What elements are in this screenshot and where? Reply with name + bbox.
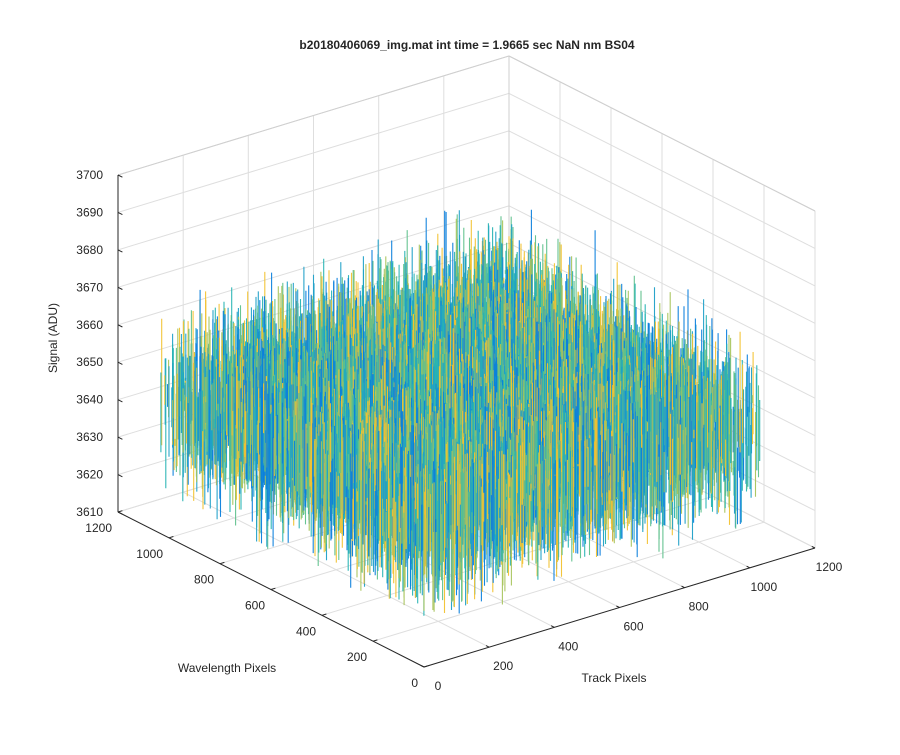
z-tick-label: 3630	[76, 430, 103, 444]
x-tick-label: 400	[558, 639, 578, 653]
y-tick-label: 400	[296, 624, 316, 638]
y-tick-label: 800	[194, 573, 214, 587]
z-tick	[117, 436, 123, 440]
y-tick	[117, 510, 123, 513]
z-tick-label: 3610	[76, 505, 103, 519]
z-tick	[117, 399, 123, 403]
z-tick	[117, 324, 123, 328]
box-edge	[117, 55, 510, 176]
z-tick-label: 3680	[76, 243, 103, 257]
grid-line	[372, 521, 765, 642]
surface-strokes	[422, 505, 433, 575]
z-tick	[117, 211, 123, 216]
surface-strokes	[445, 501, 449, 558]
y-axis-label: Wavelength Pixels	[178, 661, 276, 675]
grid-line	[117, 167, 510, 288]
surface-data	[160, 209, 761, 616]
x-tick	[681, 585, 685, 589]
surface-strokes	[404, 432, 453, 603]
grid-line	[508, 167, 816, 324]
surface-strokes	[412, 474, 438, 596]
x-tick	[746, 565, 751, 569]
tick-labels: 0 200 400 600 800 1000 1200 0 200 400 600 800 1000 12…	[76, 168, 842, 693]
box-edge	[508, 55, 816, 212]
x-tick-label: 800	[689, 600, 709, 614]
surface-strokes	[415, 504, 423, 582]
grid-line	[117, 130, 510, 251]
y-tick	[168, 536, 174, 539]
z-tick-label: 3690	[76, 205, 103, 219]
y-tick	[372, 639, 378, 642]
x-tick-label: 200	[493, 659, 513, 673]
chart-title: b20180406069_img.mat int time = 1.9665 s…	[299, 38, 635, 52]
y-tick	[219, 561, 225, 565]
x-tick	[485, 645, 490, 648]
z-tick	[117, 511, 123, 515]
x-tick-label: 600	[623, 620, 643, 634]
y-tick	[321, 613, 327, 616]
z-tick-label: 3670	[76, 280, 103, 294]
z-tick-label: 3620	[76, 468, 103, 482]
y-tick-label: 600	[245, 599, 265, 613]
x-tick	[811, 545, 816, 549]
y-tick-label: 0	[411, 676, 418, 690]
z-tick	[117, 174, 123, 178]
grid-line	[508, 130, 816, 287]
x-tick-label: 1000	[750, 580, 777, 594]
surface-strokes	[386, 457, 475, 599]
z-tick-label: 3700	[76, 168, 103, 182]
grid-line	[117, 205, 510, 326]
grid-line	[117, 92, 510, 213]
z-tick-label: 3650	[76, 355, 103, 369]
x-tick-label: 1200	[816, 560, 843, 574]
x-tick-label: 0	[435, 679, 442, 693]
x-tick	[420, 664, 425, 668]
z-axis-label: Signal (ADU)	[46, 303, 60, 373]
z-tick	[117, 286, 123, 290]
y-tick	[423, 665, 429, 668]
grid-line	[508, 205, 816, 362]
z-tick	[117, 474, 123, 478]
surface-strokes	[423, 514, 427, 611]
z-tick-label: 3640	[76, 393, 103, 407]
y-tick-label: 1000	[136, 547, 163, 561]
y-tick-label: 200	[347, 650, 367, 664]
x-tick	[550, 625, 555, 628]
surface-strokes	[409, 425, 436, 603]
grid-line	[508, 92, 816, 249]
surface-strokes	[426, 483, 434, 577]
x-tick	[616, 605, 620, 608]
x-axis-label: Track Pixels	[582, 671, 647, 685]
y-tick	[270, 587, 276, 590]
z-tick	[117, 361, 123, 365]
z-tick-label: 3660	[76, 318, 103, 332]
z-tick	[117, 249, 123, 253]
y-tick-label: 1200	[85, 521, 112, 535]
